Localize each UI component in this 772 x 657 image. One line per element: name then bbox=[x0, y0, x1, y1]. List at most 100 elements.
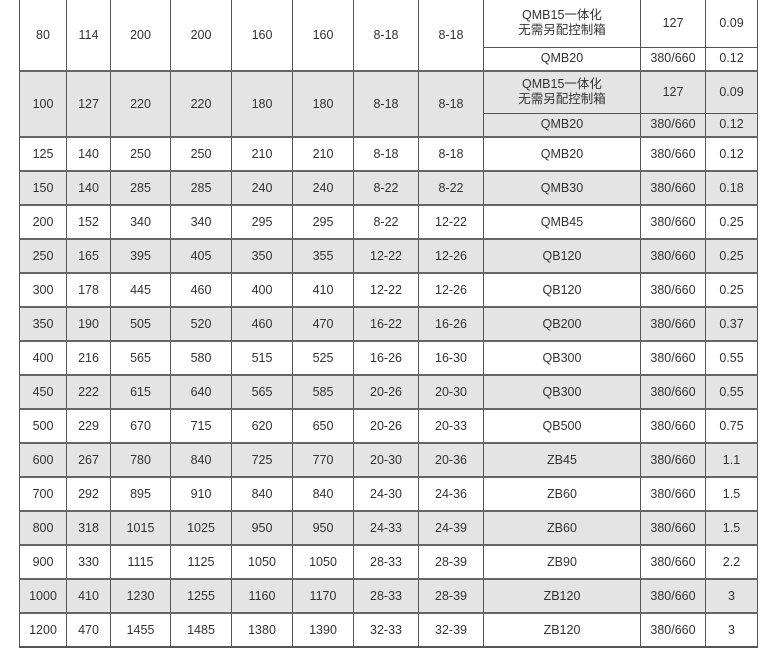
table-cell: 8-22 bbox=[353, 204, 419, 240]
table-cell: 650 bbox=[292, 408, 354, 444]
table-cell: 470 bbox=[66, 612, 111, 648]
voltage-cell: 380/660 bbox=[640, 136, 706, 172]
voltage-cell: 380/660 bbox=[640, 112, 706, 138]
table-cell: 8-18 bbox=[353, 136, 419, 172]
table-cell: 240 bbox=[231, 170, 293, 206]
table-cell: 840 bbox=[292, 476, 354, 512]
table-cell: 200 bbox=[19, 204, 67, 240]
table-cell: 405 bbox=[170, 238, 232, 274]
model-cell: ZB120 bbox=[483, 578, 641, 614]
table-cell: 525 bbox=[292, 340, 354, 376]
table-row: 350 190 505 520 460 470 16-22 16-26 QB200 380/660… bbox=[19, 306, 758, 342]
table-row: 800 318 1015 1025 950 950 24-33 24-39 ZB60 380/66… bbox=[19, 510, 758, 546]
power-cell: 0.25 bbox=[705, 272, 758, 308]
table-cell: 20-33 bbox=[418, 408, 484, 444]
power-cell: 1.5 bbox=[705, 476, 758, 512]
table-cell: 700 bbox=[19, 476, 67, 512]
table-cell: 210 bbox=[231, 136, 293, 172]
table-cell: 318 bbox=[66, 510, 111, 546]
table-cell: 505 bbox=[110, 306, 171, 342]
table-cell: 350 bbox=[19, 306, 67, 342]
table-cell: 12-22 bbox=[353, 238, 419, 274]
model-cell: ZB60 bbox=[483, 476, 641, 512]
table-cell: 950 bbox=[231, 510, 293, 546]
table-cell: 800 bbox=[19, 510, 67, 546]
table-cell: 1170 bbox=[292, 578, 354, 614]
table-cell: 80 bbox=[19, 0, 67, 72]
table-cell: 400 bbox=[19, 340, 67, 376]
table-row: 250 165 395 405 350 355 12-22 12-26 QB120 380/660… bbox=[19, 238, 758, 274]
table-cell: 220 bbox=[170, 70, 232, 138]
table-cell: 410 bbox=[292, 272, 354, 308]
table-cell: 32-39 bbox=[418, 612, 484, 648]
table-cell: 1485 bbox=[170, 612, 232, 648]
table-cell: 24-33 bbox=[353, 510, 419, 546]
table-cell: 160 bbox=[292, 0, 354, 72]
table-cell: 250 bbox=[110, 136, 171, 172]
power-cell: 0.18 bbox=[705, 170, 758, 206]
voltage-cell: 380/660 bbox=[640, 442, 706, 478]
model-cell: QMB20 bbox=[483, 46, 641, 72]
table-cell: 32-33 bbox=[353, 612, 419, 648]
table-cell: 16-26 bbox=[418, 306, 484, 342]
model-cell: QMB15一体化 无需另配控制箱 bbox=[483, 0, 641, 48]
table-cell: 1025 bbox=[170, 510, 232, 546]
table-cell: 152 bbox=[66, 204, 111, 240]
table-cell: 565 bbox=[231, 374, 293, 410]
table-cell: 20-26 bbox=[353, 374, 419, 410]
table-cell: 1455 bbox=[110, 612, 171, 648]
voltage-cell: 380/660 bbox=[640, 46, 706, 72]
table-cell: 900 bbox=[19, 544, 67, 580]
table-cell: 267 bbox=[66, 442, 111, 478]
voltage-cell: 380/660 bbox=[640, 578, 706, 614]
table-cell: 250 bbox=[19, 238, 67, 274]
voltage-cell: 380/660 bbox=[640, 204, 706, 240]
table-cell: 1050 bbox=[231, 544, 293, 580]
model-cell: ZB120 bbox=[483, 612, 641, 648]
table-cell: 1000 bbox=[19, 578, 67, 614]
model-cell: QB300 bbox=[483, 340, 641, 376]
model-cell: QMB30 bbox=[483, 170, 641, 206]
power-cell: 1.5 bbox=[705, 510, 758, 546]
table-cell: 1390 bbox=[292, 612, 354, 648]
voltage-cell: 380/660 bbox=[640, 272, 706, 308]
table-cell: 220 bbox=[110, 70, 171, 138]
table-cell: 28-39 bbox=[418, 578, 484, 614]
table-cell: 222 bbox=[66, 374, 111, 410]
table-cell: 565 bbox=[110, 340, 171, 376]
table-cell: 1380 bbox=[231, 612, 293, 648]
voltage-cell: 380/660 bbox=[640, 544, 706, 580]
table-cell: 620 bbox=[231, 408, 293, 444]
table-cell: 16-30 bbox=[418, 340, 484, 376]
table-cell: 165 bbox=[66, 238, 111, 274]
table-cell: 295 bbox=[292, 204, 354, 240]
table-cell: 190 bbox=[66, 306, 111, 342]
table-cell: 340 bbox=[110, 204, 171, 240]
voltage-cell: 380/660 bbox=[640, 374, 706, 410]
table-cell: 1200 bbox=[19, 612, 67, 648]
table-cell: 240 bbox=[292, 170, 354, 206]
model-cell: ZB45 bbox=[483, 442, 641, 478]
model-cell: QMB20 bbox=[483, 136, 641, 172]
table-cell: 460 bbox=[170, 272, 232, 308]
table-cell: 16-22 bbox=[353, 306, 419, 342]
table-row: 700 292 895 910 840 840 24-30 24-36 ZB60 380/660 1… bbox=[19, 476, 758, 512]
model-cell: QB120 bbox=[483, 272, 641, 308]
table-cell: 140 bbox=[66, 136, 111, 172]
table-cell: 24-36 bbox=[418, 476, 484, 512]
table-cell: 1230 bbox=[110, 578, 171, 614]
model-cell: QB200 bbox=[483, 306, 641, 342]
table-row: 150 140 285 285 240 240 8-22 8-22 QMB30 380/660 0.… bbox=[19, 170, 758, 206]
model-cell: ZB90 bbox=[483, 544, 641, 580]
voltage-cell: 127 bbox=[640, 70, 706, 114]
table-cell: 180 bbox=[292, 70, 354, 138]
model-cell: QMB45 bbox=[483, 204, 641, 240]
power-cell: 0.55 bbox=[705, 374, 758, 410]
table-cell: 450 bbox=[19, 374, 67, 410]
table-cell: 8-18 bbox=[418, 136, 484, 172]
voltage-cell: 380/660 bbox=[640, 510, 706, 546]
table-cell: 178 bbox=[66, 272, 111, 308]
table-cell: 1050 bbox=[292, 544, 354, 580]
table-cell: 295 bbox=[231, 204, 293, 240]
power-cell: 0.12 bbox=[705, 46, 758, 72]
